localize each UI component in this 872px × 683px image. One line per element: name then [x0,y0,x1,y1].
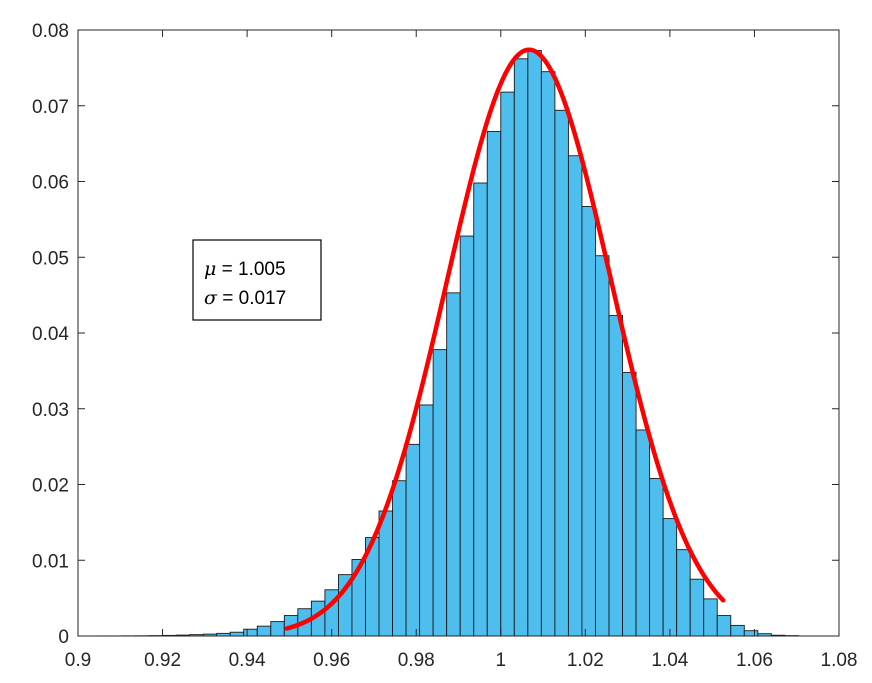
histogram-bar [635,429,651,637]
histogram-bar [689,578,705,637]
histogram-bar [703,598,718,637]
stats-annotation: μ = 1.005 σ = 0.017 [192,239,322,321]
y-axis-ticks: 0 0.01 0.02 0.03 0.04 0.05 0.06 0.07 0.08 [32,21,839,648]
histogram-bar [527,50,542,637]
histogram-bar [500,91,515,637]
normal-fit-curve [284,47,726,631]
x-tick-label: 0.92 [144,650,181,671]
histogram-bar [270,621,285,637]
histogram-bar [581,206,596,637]
y-tick-label: 0.01 [32,551,69,572]
histogram-bar [473,182,488,637]
y-tick-label: 0.02 [32,476,69,497]
y-tick-label: 0.07 [32,97,69,118]
histogram-bar [622,371,637,637]
histogram-bar [662,518,678,637]
mu-value: = 1.005 [216,259,285,280]
histogram-bar [459,235,475,637]
x-tick-label: 1.08 [821,650,858,671]
sigma-symbol: σ [204,287,218,309]
histogram-bar [256,625,272,637]
histogram-bar [649,477,664,637]
mu-symbol: μ [204,258,216,280]
histogram-bar [540,71,556,637]
sigma-value: = 0.017 [217,288,286,309]
x-tick-label: 0.94 [229,650,266,671]
x-tick-label: 0.98 [398,650,435,671]
x-tick-label: 1.06 [736,650,773,671]
histogram-bar [554,109,569,637]
y-tick-label: 0.05 [32,248,69,269]
histogram-bar [716,615,732,637]
histogram-bar [378,510,393,637]
sigma-line: σ = 0.017 [204,287,286,309]
y-tick-label: 0.08 [32,21,69,42]
x-tick-label: 1.04 [651,650,688,671]
histogram-bar [446,292,461,637]
histogram-bar [432,349,448,637]
histogram-bar [513,58,529,637]
histogram-bar [405,443,421,637]
x-tick-label: 1 [495,650,506,671]
histogram-bar [229,631,245,637]
annotation-border [192,239,322,321]
y-tick-label: 0.04 [32,324,69,345]
histogram-bar [608,315,623,637]
y-tick-label: 0.03 [32,400,69,421]
y-tick-label: 0.06 [32,173,69,194]
histogram-bar [730,624,745,637]
histogram-bar [676,549,691,637]
histogram-bar [392,480,407,637]
x-tick-label: 1.02 [567,650,604,671]
histogram-bar [743,630,759,637]
histogram-bar [486,131,502,637]
histogram-bar [243,628,258,637]
x-tick-label: 0.9 [65,650,91,671]
histogram-bar [419,404,434,637]
histogram-bar [595,255,610,637]
histogram-bar [567,155,583,637]
y-tick-label: 0 [58,627,69,648]
x-tick-label: 0.96 [313,650,350,671]
mu-line: μ = 1.005 [204,258,286,280]
x-axis-ticks: 0.9 0.92 0.94 0.96 0.98 1 1.02 1.04 1.06 1.08 [65,30,858,671]
